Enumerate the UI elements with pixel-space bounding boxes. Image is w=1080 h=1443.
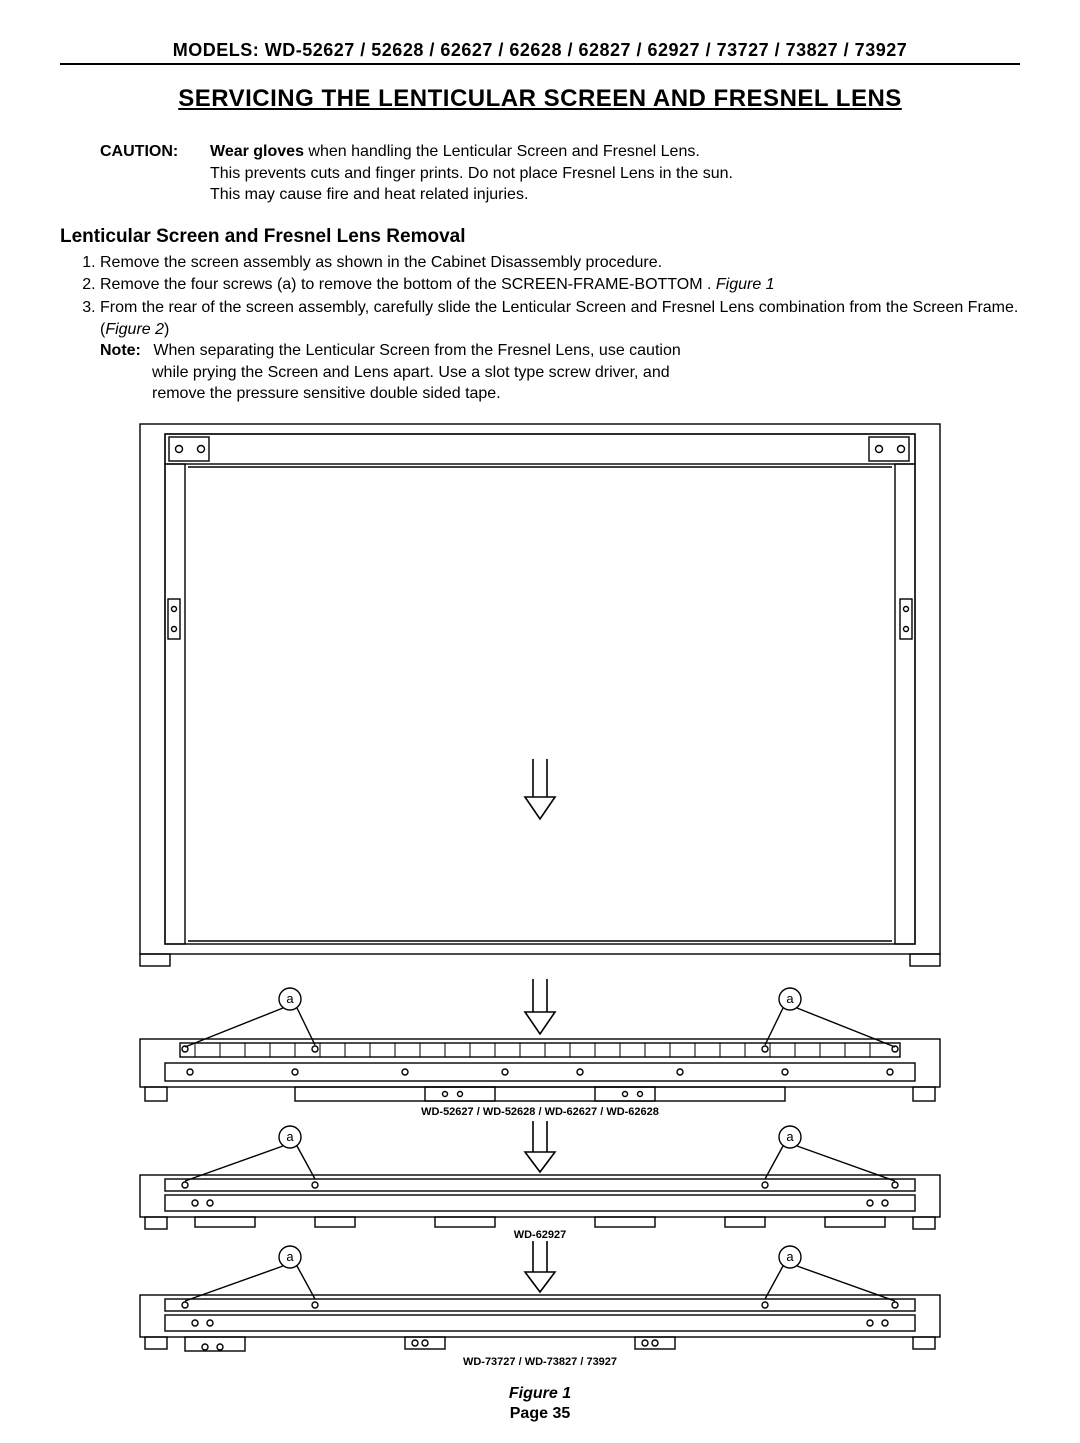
note-block: Note: When separating the Lenticular Scr… — [100, 340, 1020, 405]
caution-line2-pre: This prevents cuts and finger prints. — [210, 165, 468, 182]
step-2-fig: Figure 1 — [711, 276, 774, 293]
caution-line3: This may cause fire and heat related inj… — [210, 184, 980, 206]
step-3: From the rear of the screen assembly, ca… — [100, 297, 1020, 405]
page-number: Page 35 — [60, 1405, 1020, 1423]
step-3-after: ) — [164, 321, 169, 338]
step-3-text: From the rear of the screen assembly, ca… — [100, 299, 1018, 338]
label-a-3r: a — [786, 1249, 794, 1264]
page: MODELS: WD-52627 / 52628 / 62627 / 62628… — [0, 0, 1080, 1443]
note-line1: When separating the Lenticular Screen fr… — [153, 342, 680, 359]
label-a-1r: a — [786, 991, 794, 1006]
step-3-fig: Figure 2 — [105, 321, 164, 338]
label-a-1l: a — [286, 991, 294, 1006]
caution-line1-rest: when handling the Lenticular Screen and … — [304, 143, 700, 160]
note-line3: remove the pressure sensitive double sid… — [152, 383, 1020, 405]
models-header: MODELS: WD-52627 / 52628 / 62627 / 62628… — [60, 40, 1020, 65]
step-2-text: Remove the four screws (a) to remove the… — [100, 276, 711, 293]
model-line-2: WD-62927 — [514, 1229, 567, 1241]
caution-wear-gloves: Wear gloves — [210, 143, 304, 160]
caution-line2: This prevents cuts and finger prints. Do… — [210, 163, 980, 185]
label-a-2r: a — [786, 1129, 794, 1144]
step-1-text: Remove the screen assembly as shown in t… — [100, 254, 662, 271]
caution-block: CAUTION: Wear gloves when handling the L… — [100, 141, 980, 206]
caution-line2-bold: Do not place Fresnel Lens in the sun — [468, 165, 729, 182]
model-line-3: WD-73727 / WD-73827 / 73927 — [463, 1356, 617, 1368]
label-a-2l: a — [286, 1129, 294, 1144]
section-title: Lenticular Screen and Fresnel Lens Remov… — [60, 226, 1020, 248]
figure-caption: Figure 1 — [125, 1385, 955, 1403]
main-title: SERVICING THE LENTICULAR SCREEN AND FRES… — [60, 85, 1020, 113]
step-1: Remove the screen assembly as shown in t… — [100, 252, 1020, 274]
figure-1: a a a a a a WD-52627 / WD-52628 / WD-626… — [125, 419, 955, 1403]
caution-line2-post: . — [729, 165, 733, 182]
model-line-1: WD-52627 / WD-52628 / WD-62627 / WD-6262… — [421, 1106, 659, 1118]
note-line2: while prying the Screen and Lens apart. … — [152, 362, 1020, 384]
note-label: Note: — [100, 342, 141, 359]
step-2: Remove the four screws (a) to remove the… — [100, 274, 1020, 296]
steps-list: Remove the screen assembly as shown in t… — [78, 252, 1020, 405]
caution-label: CAUTION: — [100, 141, 210, 163]
figure-svg: a a a a a a WD-52627 / WD-52628 / WD-626… — [125, 419, 955, 1379]
label-a-3l: a — [286, 1249, 294, 1264]
caution-text: Wear gloves when handling the Lenticular… — [210, 141, 980, 163]
